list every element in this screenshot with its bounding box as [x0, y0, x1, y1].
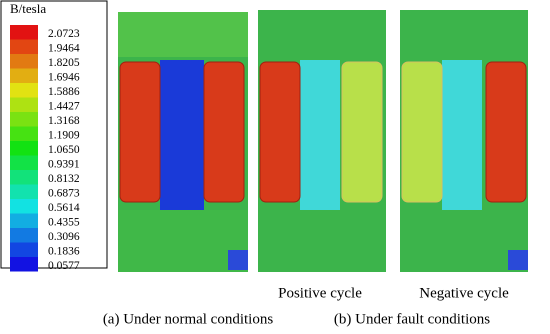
legend-value: 0.0577: [48, 260, 80, 272]
color-swatch: [10, 228, 38, 243]
corner-hotspot: [228, 250, 248, 270]
middle-leg: [160, 60, 204, 210]
transformer-positive: [258, 10, 386, 272]
color-swatch: [10, 141, 38, 156]
right-coil: [485, 61, 527, 203]
color-swatch: [10, 213, 38, 228]
color-swatch: [10, 97, 38, 112]
color-swatch: [10, 68, 38, 83]
bottom-yoke: [118, 210, 248, 272]
caption-negative: Negative cycle: [419, 285, 509, 301]
transformer-normal: [118, 12, 248, 272]
legend-value: 1.3168: [48, 115, 80, 127]
legend-value: 1.9464: [48, 42, 80, 54]
legend-value: 1.5886: [48, 86, 80, 98]
middle-leg: [442, 60, 482, 210]
color-swatch: [10, 242, 38, 257]
color-swatch: [10, 155, 38, 170]
color-swatch: [10, 112, 38, 127]
color-swatch: [10, 83, 38, 98]
legend-value: 0.3096: [48, 231, 80, 243]
legend-value: 2.0723: [48, 28, 80, 40]
legend-value: 0.9391: [48, 158, 80, 170]
legend-value: 1.1909: [48, 129, 80, 141]
caption-positive: Positive cycle: [278, 285, 362, 301]
right-coil: [203, 61, 245, 203]
legend-title: B/tesla: [10, 1, 46, 16]
legend-value: 0.1836: [48, 245, 80, 257]
legend-value: 0.8132: [48, 173, 80, 185]
color-swatch: [10, 199, 38, 214]
color-swatch: [10, 54, 38, 69]
legend: 2.0723 1.9464 1.8205 1.6946 1.5886 1.4427 1.31…: [10, 25, 80, 272]
legend-value: 1.6946: [48, 71, 80, 83]
legend-value: 0.4355: [48, 216, 80, 228]
caption-a: (a) Under normal conditions: [103, 311, 274, 327]
color-swatch: [10, 25, 38, 40]
corner-hotspot: [508, 250, 528, 270]
color-swatch: [10, 184, 38, 199]
legend-value: 0.5614: [48, 202, 80, 214]
color-swatch: [10, 257, 38, 272]
left-coil: [259, 61, 301, 203]
right-coil: [341, 61, 383, 203]
left-coil: [401, 61, 443, 203]
color-swatch: [10, 170, 38, 185]
middle-leg: [300, 60, 340, 210]
legend-value: 1.0650: [48, 144, 80, 156]
legend-value: 1.4427: [48, 100, 80, 112]
caption-b: (b) Under fault conditions: [334, 311, 490, 327]
color-swatch: [10, 39, 38, 54]
left-coil: [119, 61, 161, 203]
color-swatch: [10, 126, 38, 141]
transformer-negative: [400, 10, 528, 272]
legend-value: 0.6873: [48, 187, 80, 199]
top-yoke: [118, 12, 248, 57]
legend-value: 1.8205: [48, 57, 80, 69]
